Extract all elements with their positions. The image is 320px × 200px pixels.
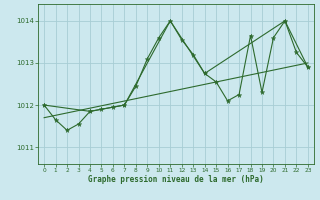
X-axis label: Graphe pression niveau de la mer (hPa): Graphe pression niveau de la mer (hPa) bbox=[88, 175, 264, 184]
